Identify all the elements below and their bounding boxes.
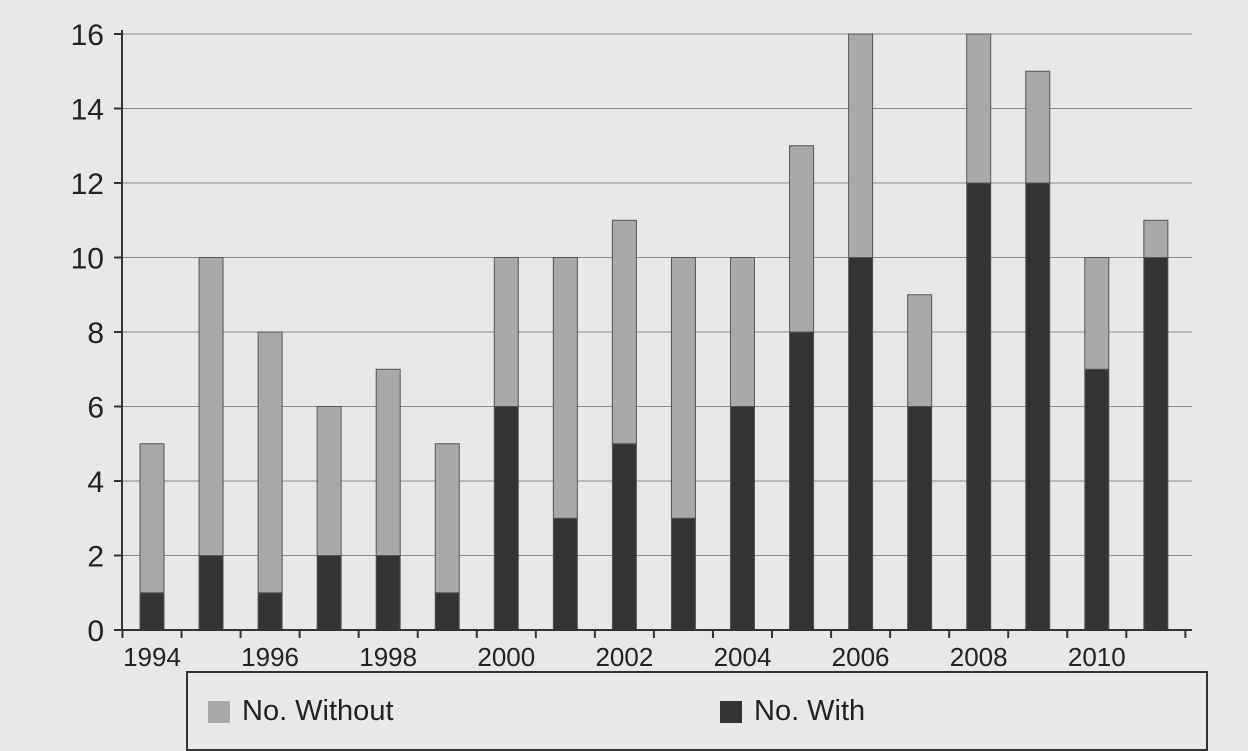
bar-segment-with bbox=[316, 555, 342, 631]
x-tick-label: 1998 bbox=[359, 642, 417, 672]
x-tick-label: 2010 bbox=[1068, 642, 1126, 672]
bar-segment-with bbox=[434, 592, 460, 631]
bar-segment-with bbox=[789, 331, 815, 631]
bar-segment-without bbox=[848, 33, 874, 258]
bar-segment-without bbox=[907, 294, 933, 407]
bar-segment-with bbox=[670, 517, 696, 631]
bar-segment-without bbox=[434, 443, 460, 594]
x-tick-label: 1996 bbox=[241, 642, 299, 672]
bar-segment-with bbox=[552, 517, 578, 631]
legend: No. Without No. With bbox=[186, 671, 1208, 751]
bar-segment-without bbox=[789, 145, 815, 333]
bar-segment-with bbox=[907, 406, 933, 631]
bar-segment-without bbox=[1084, 257, 1110, 370]
y-tick-label: 0 bbox=[87, 615, 104, 648]
y-tick-label: 2 bbox=[87, 541, 104, 574]
bars bbox=[139, 33, 1169, 631]
bar-segment-with bbox=[198, 555, 224, 631]
legend-label-without: No. Without bbox=[242, 695, 394, 727]
x-tick-label: 2002 bbox=[595, 642, 653, 672]
bar-segment-without bbox=[670, 257, 696, 519]
y-tick-label: 6 bbox=[87, 392, 104, 425]
bar-segment-with bbox=[730, 406, 755, 631]
bar-segment-without bbox=[730, 257, 755, 407]
bar-segment-with bbox=[966, 182, 992, 631]
y-tick-label: 14 bbox=[71, 94, 104, 127]
bar-segment-with bbox=[375, 555, 401, 631]
legend-swatch-with bbox=[720, 700, 742, 723]
bar-segment-with bbox=[1025, 182, 1051, 631]
bar-segment-without bbox=[257, 331, 283, 594]
bar-segment-without bbox=[966, 33, 992, 184]
bar-segment-with bbox=[139, 592, 165, 631]
bar-segment-with bbox=[611, 443, 637, 631]
x-tick-label: 2004 bbox=[714, 642, 772, 672]
y-tick-label: 12 bbox=[71, 168, 104, 201]
bar-segment-with bbox=[1084, 368, 1110, 631]
bar-segment-without bbox=[1025, 70, 1051, 184]
y-tick-label: 10 bbox=[71, 243, 104, 276]
bar-segment-without bbox=[375, 368, 401, 556]
legend-swatch-without bbox=[208, 700, 230, 723]
x-tick-label: 2000 bbox=[477, 642, 535, 672]
bar-segment-with bbox=[493, 406, 519, 631]
bar-segment-with bbox=[257, 592, 283, 631]
tick-labels: 0 2 4 6 8 10 12 14 16 1994 1996 1998 2000 2002 2004 200… bbox=[71, 19, 1126, 672]
bar-segment-without bbox=[139, 443, 165, 594]
x-tick-label: 1994 bbox=[123, 642, 181, 672]
y-tick-label: 16 bbox=[71, 19, 104, 52]
y-tick-label: 8 bbox=[87, 317, 104, 350]
x-tick-label: 2006 bbox=[832, 642, 890, 672]
bar-segment-without bbox=[611, 219, 637, 445]
bar-segment-without bbox=[552, 257, 578, 519]
legend-item-without: No. Without bbox=[208, 695, 394, 728]
bar-segment-without bbox=[493, 257, 519, 407]
legend-label-with: No. With bbox=[754, 695, 866, 727]
legend-item-with: No. With bbox=[720, 695, 865, 728]
bar-segment-with bbox=[1143, 257, 1169, 631]
bar-segment-without bbox=[1143, 219, 1169, 258]
bar-segment-without bbox=[198, 257, 224, 556]
y-tick-label: 4 bbox=[87, 466, 104, 499]
bar-segment-without bbox=[316, 406, 342, 556]
gridlines bbox=[122, 33, 1192, 556]
x-tick-label: 2008 bbox=[950, 642, 1008, 672]
axes bbox=[114, 30, 1192, 638]
bar-segment-with bbox=[848, 257, 874, 631]
